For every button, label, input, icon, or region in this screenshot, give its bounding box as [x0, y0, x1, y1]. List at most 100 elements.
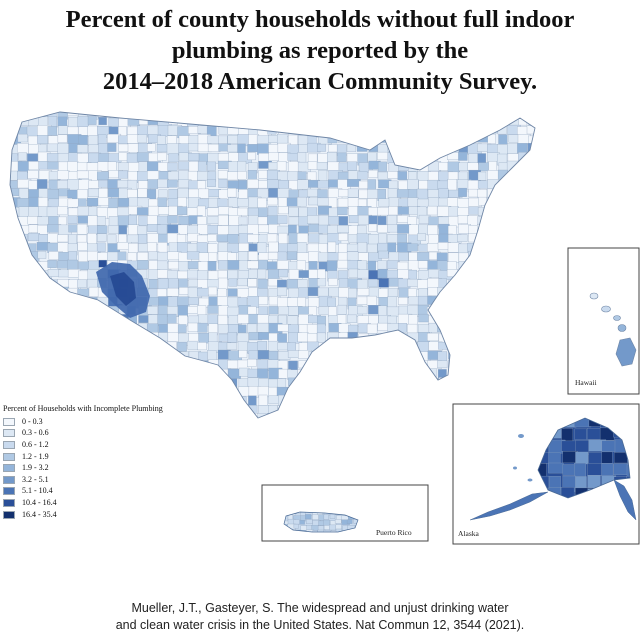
county-cell [87, 233, 97, 245]
county-cell [47, 143, 59, 152]
county-cell [477, 260, 490, 273]
county-cell [47, 305, 62, 316]
county-cell [156, 288, 167, 298]
county-cell [418, 313, 429, 323]
county-cell [508, 333, 519, 345]
county-cell [77, 144, 89, 153]
alaska-island-1 [518, 434, 524, 438]
county-cell [428, 126, 441, 138]
county-cell [428, 117, 442, 129]
county-cell [397, 404, 408, 415]
county-cell [97, 359, 110, 368]
county-cell [397, 414, 411, 418]
legend-label: 1.2 - 1.9 [22, 451, 49, 461]
county-cell [238, 242, 250, 252]
county-cell [88, 360, 102, 372]
legend-label: 5.1 - 10.4 [22, 486, 53, 496]
county-cell [478, 359, 489, 368]
county-cell [407, 323, 418, 334]
county-cell [539, 260, 550, 270]
county-cell [147, 215, 159, 226]
county-cell [87, 125, 99, 137]
county-cell [46, 153, 60, 162]
county-cell [348, 350, 359, 360]
county-cell [297, 395, 309, 404]
county-cell [186, 251, 200, 260]
county-cell [334, 519, 342, 524]
county-cell [458, 151, 468, 161]
county-cell [277, 279, 287, 288]
county-cell [357, 306, 368, 315]
county-cell [227, 332, 237, 343]
county-cell [528, 153, 535, 162]
county-cell [487, 233, 497, 244]
county-cell [128, 350, 143, 363]
county-cell [247, 170, 257, 180]
county-cell [227, 368, 241, 379]
county-cell [27, 153, 39, 162]
county-cell [518, 323, 529, 333]
county-cell [507, 279, 519, 290]
county-cell [318, 514, 325, 521]
county-cell [328, 306, 337, 317]
county-cell [57, 234, 69, 243]
county-cell [267, 340, 279, 352]
county-cell [167, 332, 179, 342]
county-cell [366, 323, 378, 335]
county-cell [508, 224, 520, 236]
county-cell [217, 386, 230, 397]
county-cell [538, 198, 552, 208]
county-cell [367, 179, 376, 191]
county-cell [328, 278, 338, 286]
county-cell [337, 197, 349, 209]
county-cell [447, 179, 457, 191]
county-cell [477, 332, 492, 341]
county-cell [10, 180, 18, 190]
county-cell [17, 133, 28, 143]
county-cell [328, 376, 340, 388]
county-cell [476, 112, 486, 120]
county-cell [317, 529, 326, 532]
county-cell [18, 350, 30, 361]
county-cell [366, 358, 378, 371]
county-cell [67, 315, 80, 325]
county-cell [10, 270, 17, 283]
county-cell [157, 162, 170, 172]
legend-item: 16.4 - 35.4 [3, 509, 223, 521]
county-cell [527, 385, 535, 397]
county-cell [318, 396, 327, 406]
county-cell [237, 207, 248, 217]
county-cell [57, 206, 68, 216]
county-cell [297, 117, 311, 128]
county-cell [247, 377, 260, 388]
county-cell [207, 368, 219, 379]
county-cell [166, 378, 177, 390]
county-cell [388, 180, 398, 189]
county-cell [138, 368, 152, 377]
county-cell [277, 287, 287, 297]
county-cell [488, 288, 499, 299]
county-cell [307, 395, 321, 405]
county-cell [27, 315, 36, 324]
county-cell [227, 243, 241, 253]
county-cell [157, 314, 168, 327]
map-title: Percent of county households without ful… [0, 4, 640, 97]
county-cell [517, 160, 532, 170]
county-cell [458, 377, 468, 386]
county-cell [148, 387, 159, 397]
county-cell [528, 351, 535, 362]
county-cell [338, 378, 351, 387]
county-cell [37, 314, 49, 323]
county-cell [496, 251, 509, 260]
county-cell [298, 404, 313, 416]
county-cell [237, 278, 248, 287]
county-cell [347, 342, 361, 354]
county-cell [467, 315, 481, 327]
county-cell [188, 143, 199, 152]
county-cell [47, 112, 57, 118]
county-cell [388, 351, 402, 361]
county-cell [507, 369, 521, 378]
county-cell [137, 234, 148, 244]
county-cell [378, 305, 387, 317]
county-cell [187, 376, 197, 385]
